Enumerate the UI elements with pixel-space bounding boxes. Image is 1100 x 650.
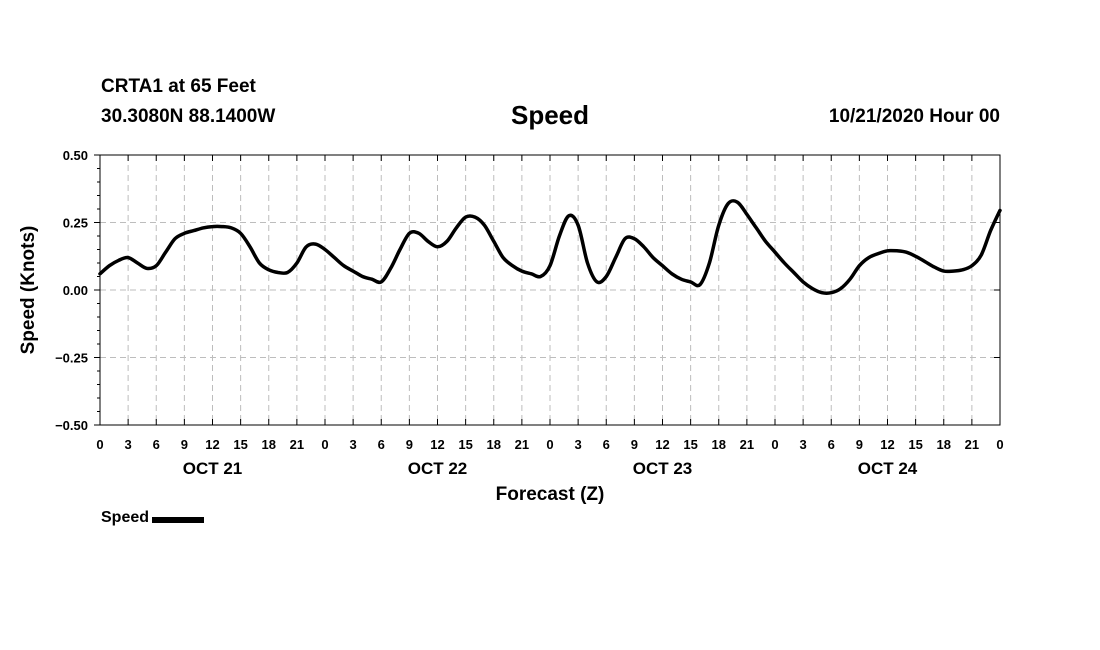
x-tick-label: 9: [181, 437, 188, 452]
day-label: OCT 22: [408, 459, 468, 478]
x-tick-label: 18: [712, 437, 726, 452]
timestamp-label: 10/21/2020 Hour 00: [828, 106, 1000, 127]
x-tick-label: 21: [290, 437, 304, 452]
x-tick-label: 9: [631, 437, 638, 452]
y-tick-label: −0.25: [55, 351, 88, 366]
legend-label: Speed: [101, 509, 150, 526]
x-tick-label: 9: [406, 437, 413, 452]
station-label: CRTA1 at 65 Feet: [101, 76, 256, 97]
x-tick-label: 18: [937, 437, 951, 452]
day-label: OCT 24: [858, 459, 918, 478]
x-tick-label: 12: [430, 437, 444, 452]
day-label: OCT 23: [633, 459, 693, 478]
x-axis-title: Forecast (Z): [496, 484, 605, 505]
x-tick-label: 15: [233, 437, 247, 452]
x-tick-label: 3: [575, 437, 582, 452]
y-tick-label: −0.50: [55, 418, 88, 433]
y-tick-label: 0.50: [63, 148, 88, 163]
legend-swatch: [152, 516, 205, 523]
x-tick-label: 6: [378, 437, 385, 452]
x-tick-label: 21: [515, 437, 529, 452]
x-tick-label: 15: [908, 437, 922, 452]
x-tick-label: 0: [546, 437, 553, 452]
x-tick-label: 3: [800, 437, 807, 452]
x-tick-label: 9: [856, 437, 863, 452]
x-tick-label: 0: [771, 437, 778, 452]
legend: Speed: [101, 509, 205, 527]
x-tick-label: 12: [205, 437, 219, 452]
x-tick-label: 18: [487, 437, 501, 452]
y-tick-label: 0.25: [63, 216, 88, 231]
x-tick-label: 3: [125, 437, 132, 452]
x-tick-label: 12: [655, 437, 669, 452]
x-tick-label: 6: [828, 437, 835, 452]
speed-series-line: [98, 199, 1002, 295]
x-tick-label: 12: [880, 437, 894, 452]
y-tick-label: 0.00: [63, 283, 88, 298]
x-tick-label: 18: [262, 437, 276, 452]
x-tick-label: 0: [96, 437, 103, 452]
coordinates-label: 30.3080N 88.1400W: [101, 106, 276, 127]
y-axis-title: Speed (Knots): [18, 226, 39, 355]
series-layer: [98, 199, 1002, 295]
day-label: OCT 21: [183, 459, 243, 478]
grid-lines: [100, 155, 1000, 425]
x-tick-label: 21: [740, 437, 754, 452]
chart-title: Speed: [510, 100, 590, 130]
x-tick-label: 3: [350, 437, 357, 452]
x-tick-label: 0: [996, 437, 1003, 452]
x-tick-label: 6: [153, 437, 160, 452]
x-tick-label: 6: [603, 437, 610, 452]
x-tick-label: 0: [321, 437, 328, 452]
x-tick-label: 15: [458, 437, 472, 452]
plot-frame: [99, 154, 1001, 426]
axis-labels: 0 3 6 9 12 15 18 21 0 3 6 9 12 15 18 21 0 3 6 9 12 15 18 21 0 3 6 9…: [55, 148, 1004, 478]
x-tick-label: 21: [965, 437, 979, 452]
x-tick-label: 15: [683, 437, 697, 452]
